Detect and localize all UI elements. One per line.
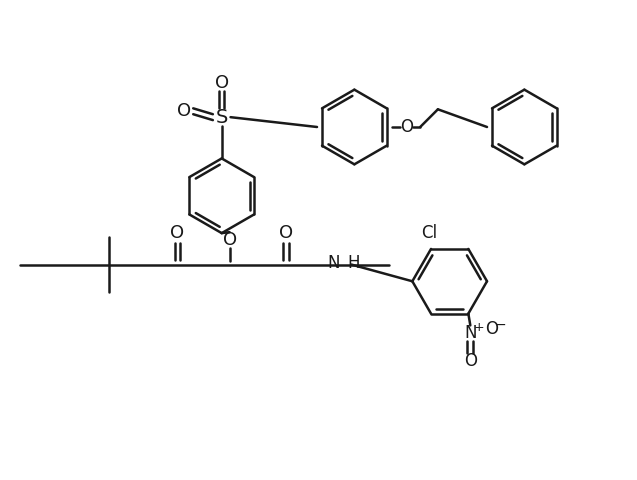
Text: O: O [464,352,477,370]
Text: N: N [464,324,476,342]
Text: O: O [171,224,185,242]
Text: Cl: Cl [421,224,437,242]
Text: H: H [348,253,360,272]
Text: N: N [327,253,340,272]
Text: O: O [278,224,292,242]
Text: S: S [215,108,228,127]
Text: O: O [222,231,236,249]
Text: O: O [215,74,229,92]
Text: O: O [485,320,498,338]
Text: +: + [474,321,485,334]
Text: O: O [177,102,192,120]
Text: O: O [400,118,413,136]
Text: −: − [495,317,506,331]
